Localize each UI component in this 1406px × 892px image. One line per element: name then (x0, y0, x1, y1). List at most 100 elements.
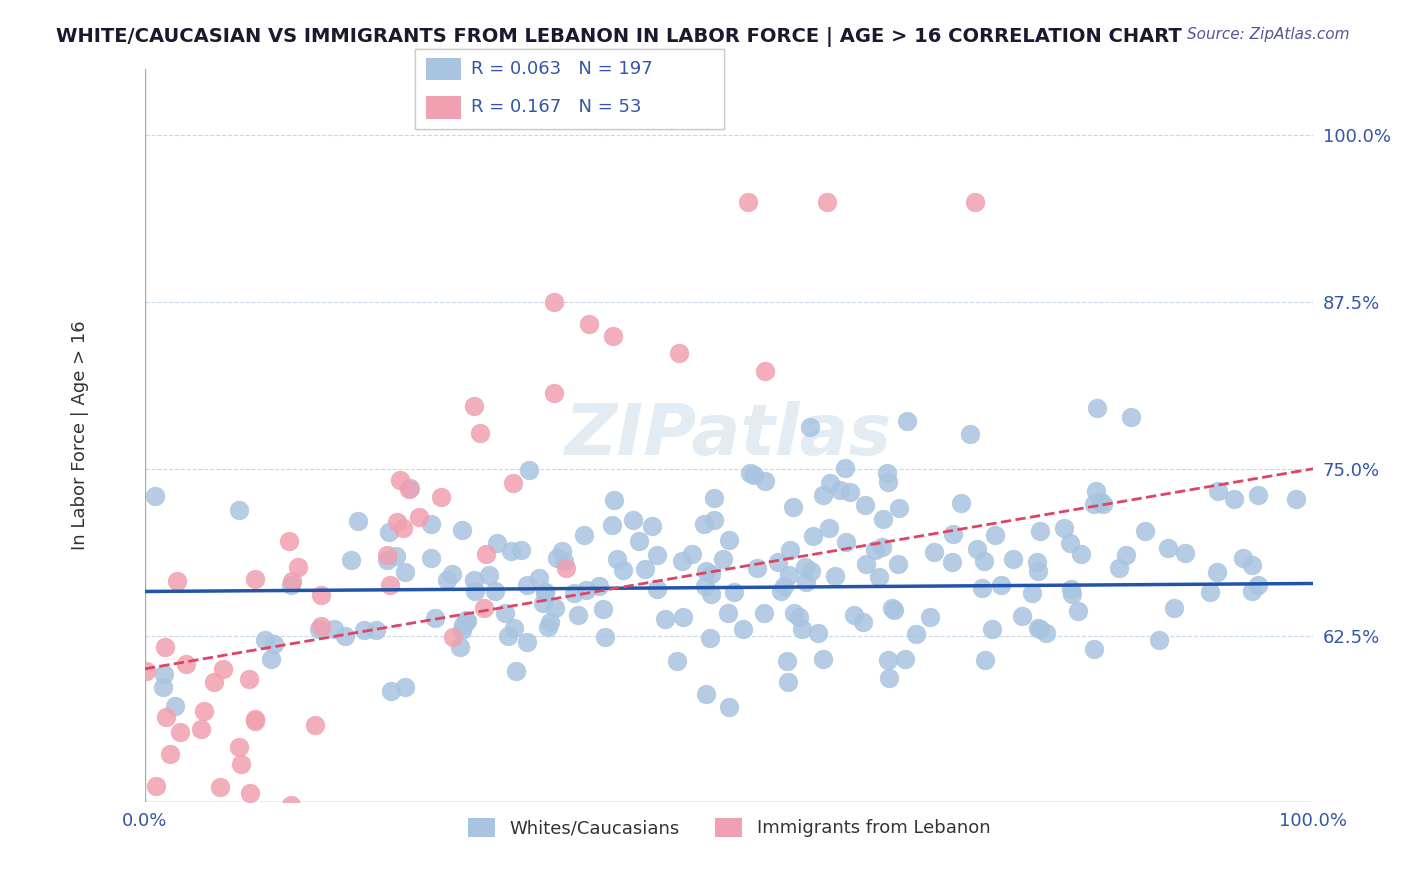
Legend: Whites/Caucasians, Immigrants from Lebanon: Whites/Caucasians, Immigrants from Leban… (460, 811, 998, 845)
Point (773, 578, 796, 592)
Point (280, 578, 302, 592)
Point (308, 622, 330, 636)
Point (1011, 609, 1033, 624)
Point (486, 536, 509, 550)
Point (794, 575, 817, 590)
Point (817, 521, 839, 535)
Point (555, 560, 578, 574)
Point (693, 579, 716, 593)
Text: WHITE/CAUCASIAN VS IMMIGRANTS FROM LEBANON IN LABOR FORCE | AGE > 16 CORRELATION: WHITE/CAUCASIAN VS IMMIGRANTS FROM LEBAN… (56, 27, 1182, 46)
Point (243, 573, 266, 587)
Point (253, 632, 276, 647)
Point (287, 559, 309, 574)
Point (136, 858, 159, 872)
Point (668, 346, 690, 360)
Point (883, 602, 905, 616)
Point (778, 567, 800, 582)
Point (855, 558, 877, 572)
Point (544, 601, 567, 615)
Point (478, 568, 501, 582)
Point (238, 673, 260, 687)
Text: R = 0.063   N = 197: R = 0.063 N = 197 (471, 60, 652, 78)
Point (794, 559, 817, 574)
Point (1083, 498, 1105, 512)
Point (430, 490, 453, 504)
Point (1083, 642, 1105, 657)
Point (717, 533, 740, 547)
Point (1059, 536, 1081, 550)
Point (602, 329, 624, 343)
Point (981, 623, 1004, 637)
Point (853, 498, 876, 512)
Point (852, 615, 875, 630)
Point (1085, 483, 1108, 498)
Text: Source: ZipAtlas.com: Source: ZipAtlas.com (1187, 27, 1350, 42)
Point (1240, 558, 1263, 573)
Point (1174, 546, 1197, 560)
Point (553, 554, 575, 568)
Point (538, 615, 561, 630)
Point (177, 862, 200, 876)
Point (204, 675, 226, 690)
Point (529, 571, 551, 585)
Point (152, 680, 174, 694)
Point (692, 517, 714, 532)
Point (645, 548, 668, 562)
Point (776, 674, 799, 689)
Point (494, 607, 516, 621)
Point (323, 622, 346, 636)
Point (1060, 587, 1083, 601)
Point (385, 549, 408, 563)
Point (1026, 564, 1049, 578)
Point (603, 492, 626, 507)
Point (1232, 551, 1254, 566)
Point (974, 653, 997, 667)
Point (737, 194, 759, 209)
Point (811, 488, 834, 502)
Point (671, 610, 693, 624)
Point (718, 700, 741, 714)
Point (260, 652, 283, 666)
Point (280, 798, 302, 813)
Point (633, 562, 655, 576)
Point (628, 534, 651, 549)
Point (815, 194, 838, 209)
Point (1021, 585, 1043, 599)
Point (941, 555, 963, 569)
Point (1035, 626, 1057, 640)
Point (839, 484, 862, 499)
Point (752, 606, 775, 620)
Point (905, 627, 928, 641)
Point (801, 529, 824, 543)
Point (754, 474, 776, 488)
Point (543, 295, 565, 310)
Point (681, 547, 703, 561)
Point (959, 426, 981, 441)
Point (193, 704, 215, 718)
Point (877, 653, 900, 667)
Point (578, 317, 600, 331)
Point (1285, 492, 1308, 507)
Point (1247, 577, 1270, 591)
Point (441, 630, 464, 644)
Text: R = 0.167   N = 53: R = 0.167 N = 53 (471, 98, 641, 116)
Point (666, 654, 689, 668)
Point (572, 528, 595, 542)
Point (1028, 622, 1050, 636)
Point (966, 542, 988, 557)
Point (499, 544, 522, 558)
Point (770, 583, 793, 598)
Point (543, 386, 565, 401)
Point (950, 496, 973, 510)
Point (309, 588, 332, 602)
Point (546, 551, 568, 566)
Point (534, 585, 557, 599)
Point (800, 564, 823, 578)
Point (1198, 585, 1220, 599)
Point (385, 515, 408, 529)
Point (699, 632, 721, 646)
Point (153, 667, 176, 681)
Point (1002, 551, 1025, 566)
Point (309, 618, 332, 632)
Point (399, 481, 422, 495)
